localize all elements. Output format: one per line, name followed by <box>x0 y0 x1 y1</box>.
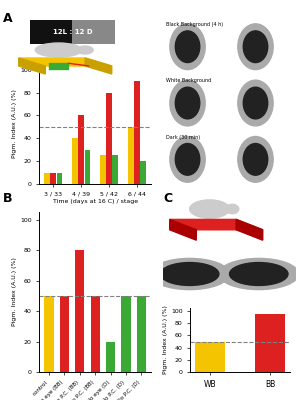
Bar <box>72 138 78 184</box>
Circle shape <box>230 262 288 286</box>
Bar <box>112 156 118 184</box>
Bar <box>56 172 62 184</box>
Polygon shape <box>19 58 45 74</box>
Bar <box>140 161 146 184</box>
Circle shape <box>175 87 200 119</box>
Bar <box>72 20 115 44</box>
Bar <box>50 172 56 184</box>
Bar <box>85 150 90 184</box>
Polygon shape <box>236 219 263 240</box>
Circle shape <box>243 87 268 119</box>
Bar <box>255 314 285 372</box>
Y-axis label: Pigm. Index (A.U.) (%): Pigm. Index (A.U.) (%) <box>12 90 17 158</box>
Ellipse shape <box>35 43 82 57</box>
Text: 12L : 12 D: 12L : 12 D <box>53 29 92 35</box>
Bar <box>60 296 69 372</box>
Polygon shape <box>68 63 89 66</box>
Circle shape <box>219 258 299 290</box>
Text: White Background: White Background <box>166 78 211 83</box>
Bar <box>44 296 53 372</box>
Ellipse shape <box>190 200 230 218</box>
Circle shape <box>170 80 205 126</box>
Circle shape <box>243 144 268 175</box>
Bar <box>121 296 130 372</box>
Text: A: A <box>3 12 13 25</box>
Circle shape <box>160 262 219 286</box>
Polygon shape <box>170 219 263 230</box>
Circle shape <box>170 136 205 182</box>
Ellipse shape <box>77 46 93 54</box>
Bar <box>79 116 84 184</box>
Text: B: B <box>3 192 12 205</box>
X-axis label: Time (days at 16 C) / stage: Time (days at 16 C) / stage <box>53 200 138 204</box>
Bar <box>100 156 106 184</box>
Bar <box>106 92 112 184</box>
Bar <box>30 20 72 44</box>
Bar <box>137 296 146 372</box>
Polygon shape <box>85 58 112 74</box>
Text: Black Background (4 h): Black Background (4 h) <box>166 22 223 27</box>
Y-axis label: Pigm. Index (A.U.) (%): Pigm. Index (A.U.) (%) <box>12 258 17 326</box>
Bar <box>75 250 84 372</box>
Bar <box>134 81 140 184</box>
Bar <box>44 172 50 184</box>
Bar <box>195 342 225 372</box>
Circle shape <box>150 258 230 290</box>
Text: C: C <box>163 192 172 205</box>
Polygon shape <box>49 63 68 69</box>
Bar <box>128 127 134 184</box>
Circle shape <box>238 136 273 182</box>
Circle shape <box>243 31 268 62</box>
Polygon shape <box>19 58 112 66</box>
Circle shape <box>175 31 200 62</box>
Circle shape <box>170 24 205 70</box>
Circle shape <box>238 80 273 126</box>
Bar <box>91 296 100 372</box>
Polygon shape <box>170 219 196 240</box>
Y-axis label: Pigm. Index (A.U.) (%): Pigm. Index (A.U.) (%) <box>163 306 168 374</box>
Text: Dark (30 min): Dark (30 min) <box>166 135 200 140</box>
Ellipse shape <box>226 204 239 214</box>
Circle shape <box>175 144 200 175</box>
Bar <box>106 342 115 372</box>
Circle shape <box>238 24 273 70</box>
